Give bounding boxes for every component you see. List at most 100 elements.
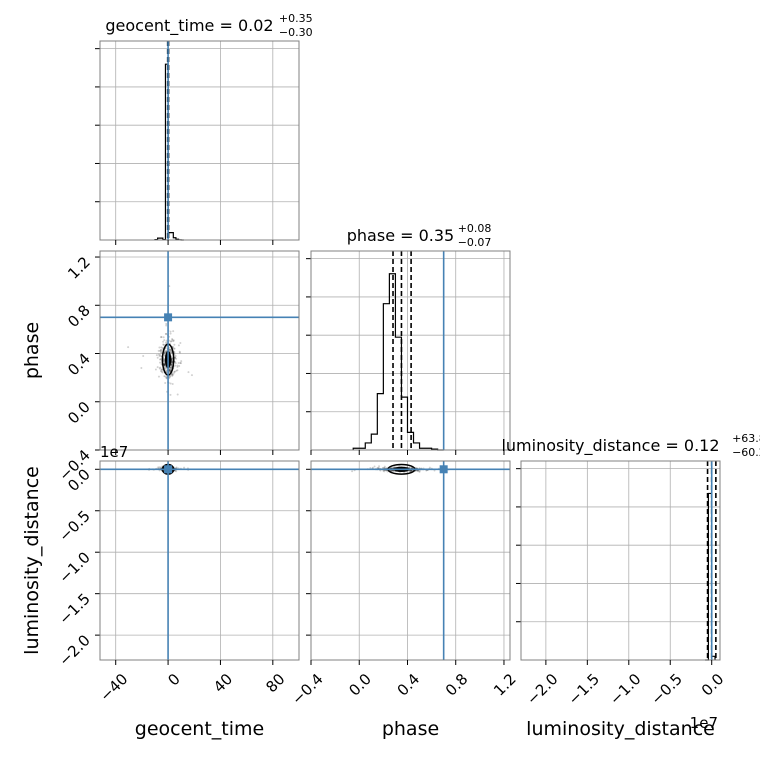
scatter-point: [155, 354, 158, 357]
scatter-point: [409, 470, 412, 473]
scatter-point: [162, 340, 165, 343]
scatter-point: [164, 350, 167, 353]
scatter-point: [169, 332, 172, 335]
scatter-point: [160, 351, 163, 354]
scatter-point: [161, 346, 164, 349]
scatter-point: [159, 349, 162, 352]
panel-frame: [99, 460, 300, 661]
scatter-point: [164, 367, 167, 370]
scatter-point: [156, 366, 159, 369]
scatter-point: [170, 360, 173, 363]
title-lower-error: −0.30: [279, 26, 313, 39]
scatter-point: [176, 393, 179, 396]
scatter-point: [159, 361, 162, 364]
scatter-point: [416, 470, 419, 473]
scatter-point: [163, 375, 166, 378]
scatter-point: [158, 367, 161, 370]
scatter-point: [163, 362, 166, 365]
scatter-point: [383, 466, 386, 469]
histogram-geocent_time: [154, 63, 184, 241]
scatter-point: [172, 330, 175, 333]
scatter-point: [163, 364, 166, 367]
scatter-point: [176, 364, 179, 367]
scatter-point: [170, 363, 173, 366]
scatter-point: [159, 358, 162, 361]
scatter-point: [158, 466, 161, 469]
scatter-point: [160, 370, 163, 373]
scatter-point: [403, 471, 406, 474]
scatter-point: [170, 357, 173, 360]
scatter-point: [178, 350, 181, 353]
scatter-point: [417, 469, 420, 472]
scatter-point: [378, 465, 381, 468]
y-offset-text: 1e7: [100, 443, 128, 461]
scatter-point: [161, 371, 164, 374]
scatter-point: [173, 370, 176, 373]
x-tick-label: −40: [96, 670, 131, 705]
scatter-point: [162, 343, 165, 346]
scatter-point: [169, 393, 172, 396]
scatter-point: [165, 349, 168, 352]
scatter-point: [179, 362, 182, 365]
scatter-point: [164, 375, 167, 378]
scatter-point: [157, 375, 160, 378]
scatter-point: [163, 362, 166, 365]
scatter-point: [169, 375, 172, 378]
scatter-point: [187, 371, 190, 374]
scatter-geocent_time-phase: [127, 285, 193, 396]
panel-title-phase: phase = 0.35: [347, 226, 454, 245]
x-offset-text: 1e7: [690, 714, 718, 732]
scatter-point: [177, 362, 180, 365]
scatter-point: [177, 344, 180, 347]
panel-title-geocent_time: geocent_time = 0.02: [105, 16, 273, 36]
title-upper-error: +63.83: [732, 432, 760, 445]
scatter-point: [160, 346, 163, 349]
x-tick-label: −1.0: [606, 670, 644, 708]
scatter-point: [174, 360, 177, 363]
scatter-point: [190, 374, 193, 377]
scatter-point: [158, 355, 161, 358]
scatter-point: [170, 373, 173, 376]
scatter-point: [169, 348, 172, 351]
scatter-point: [172, 372, 175, 375]
x-tick-label: −0.4: [288, 670, 326, 708]
scatter-point: [174, 355, 177, 358]
scatter-point: [408, 466, 411, 469]
scatter-point: [174, 364, 177, 367]
scatter-point: [159, 354, 162, 357]
scatter-point: [165, 332, 168, 335]
scatter-point: [168, 348, 171, 351]
scatter-point: [169, 366, 172, 369]
x-tick-label: −1.5: [565, 670, 603, 708]
scatter-point: [173, 347, 176, 350]
scatter-point: [180, 360, 183, 363]
y-tick-label: 0.4: [64, 350, 94, 380]
scatter-point: [410, 466, 413, 469]
scatter-point: [172, 347, 175, 350]
scatter-point: [173, 370, 176, 373]
histogram-phase: [352, 273, 444, 451]
scatter-point: [159, 336, 162, 339]
scatter-point: [169, 350, 172, 353]
scatter-point: [162, 336, 165, 339]
data-layer: [100, 41, 717, 661]
x-tick-label: 0.0: [698, 670, 728, 700]
scatter-point: [161, 368, 164, 371]
scatter-point: [157, 466, 160, 469]
scatter-point: [170, 361, 173, 364]
scatter-point: [170, 351, 173, 354]
y-tick-label: −1.5: [55, 590, 93, 628]
y-axis-label-phase: phase: [21, 322, 43, 379]
scatter-point: [169, 340, 172, 343]
scatter-point: [160, 370, 163, 373]
scatter-point: [169, 368, 172, 371]
scatter-point: [170, 363, 173, 366]
scatter-point: [170, 356, 173, 359]
scatter-point: [171, 338, 174, 341]
scatter-point: [174, 362, 177, 365]
title-upper-error: +0.08: [458, 222, 492, 235]
scatter-point: [170, 366, 173, 369]
scatter-point: [393, 465, 396, 468]
scatter-point: [157, 353, 160, 356]
